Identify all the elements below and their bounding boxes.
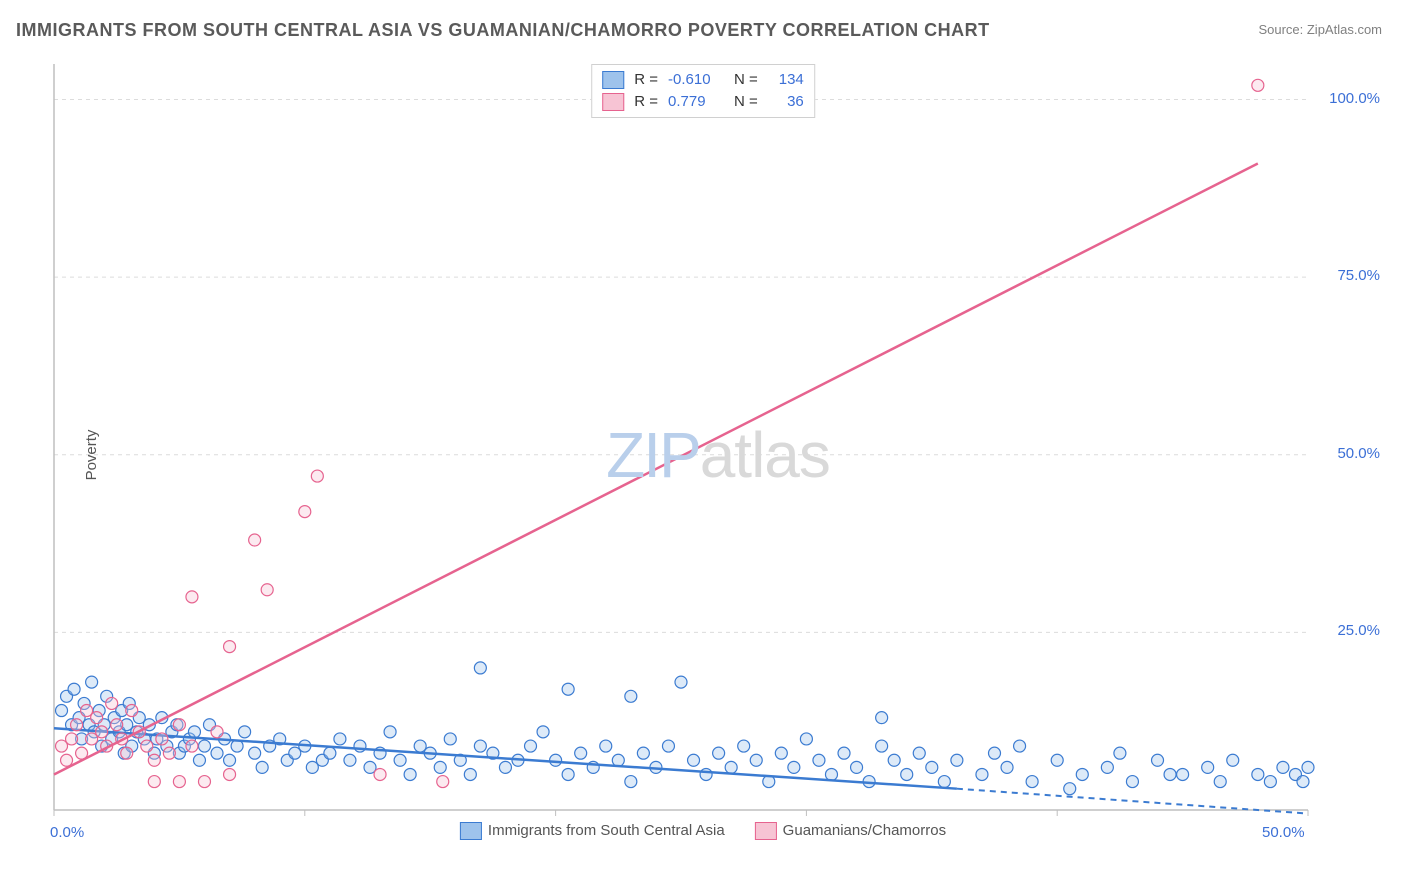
legend-item: Immigrants from South Central Asia (460, 822, 725, 840)
chart-title: IMMIGRANTS FROM SOUTH CENTRAL ASIA VS GU… (16, 20, 990, 41)
legend-swatch (755, 822, 777, 840)
legend-n-label: N = (734, 91, 758, 113)
legend-swatch (460, 822, 482, 840)
legend-r-value: 0.779 (668, 91, 724, 113)
legend-r-label: R = (634, 69, 658, 91)
legend-swatch (602, 93, 624, 111)
x-tick-label: 50.0% (1262, 824, 1305, 841)
legend-item: Guamanians/Chamorros (755, 822, 946, 840)
source-label: Source: ZipAtlas.com (1258, 22, 1382, 37)
legend-n-label: N = (734, 69, 758, 91)
legend-correlation: R = -0.610 N = 134 R = 0.779 N = 36 (591, 64, 815, 118)
legend-label: Guamanians/Chamorros (783, 822, 946, 839)
legend-series: Immigrants from South Central Asia Guaman… (460, 822, 946, 840)
legend-label: Immigrants from South Central Asia (488, 822, 725, 839)
y-tick-label: 50.0% (1337, 445, 1380, 462)
legend-r-label: R = (634, 91, 658, 113)
y-tick-label: 25.0% (1337, 622, 1380, 639)
y-tick-label: 75.0% (1337, 267, 1380, 284)
legend-row: R = 0.779 N = 36 (602, 91, 804, 113)
legend-n-value: 36 (768, 91, 804, 113)
legend-n-value: 134 (768, 69, 804, 91)
x-tick-label: 0.0% (50, 824, 84, 841)
y-axis-label: Poverty (83, 430, 100, 481)
legend-r-value: -0.610 (668, 69, 724, 91)
plot-area: Poverty ZIPatlas 25.0%50.0%75.0%100.0%0.… (48, 60, 1388, 850)
legend-swatch (602, 71, 624, 89)
y-tick-label: 100.0% (1329, 90, 1380, 107)
legend-row: R = -0.610 N = 134 (602, 69, 804, 91)
chart-svg (48, 60, 1388, 850)
